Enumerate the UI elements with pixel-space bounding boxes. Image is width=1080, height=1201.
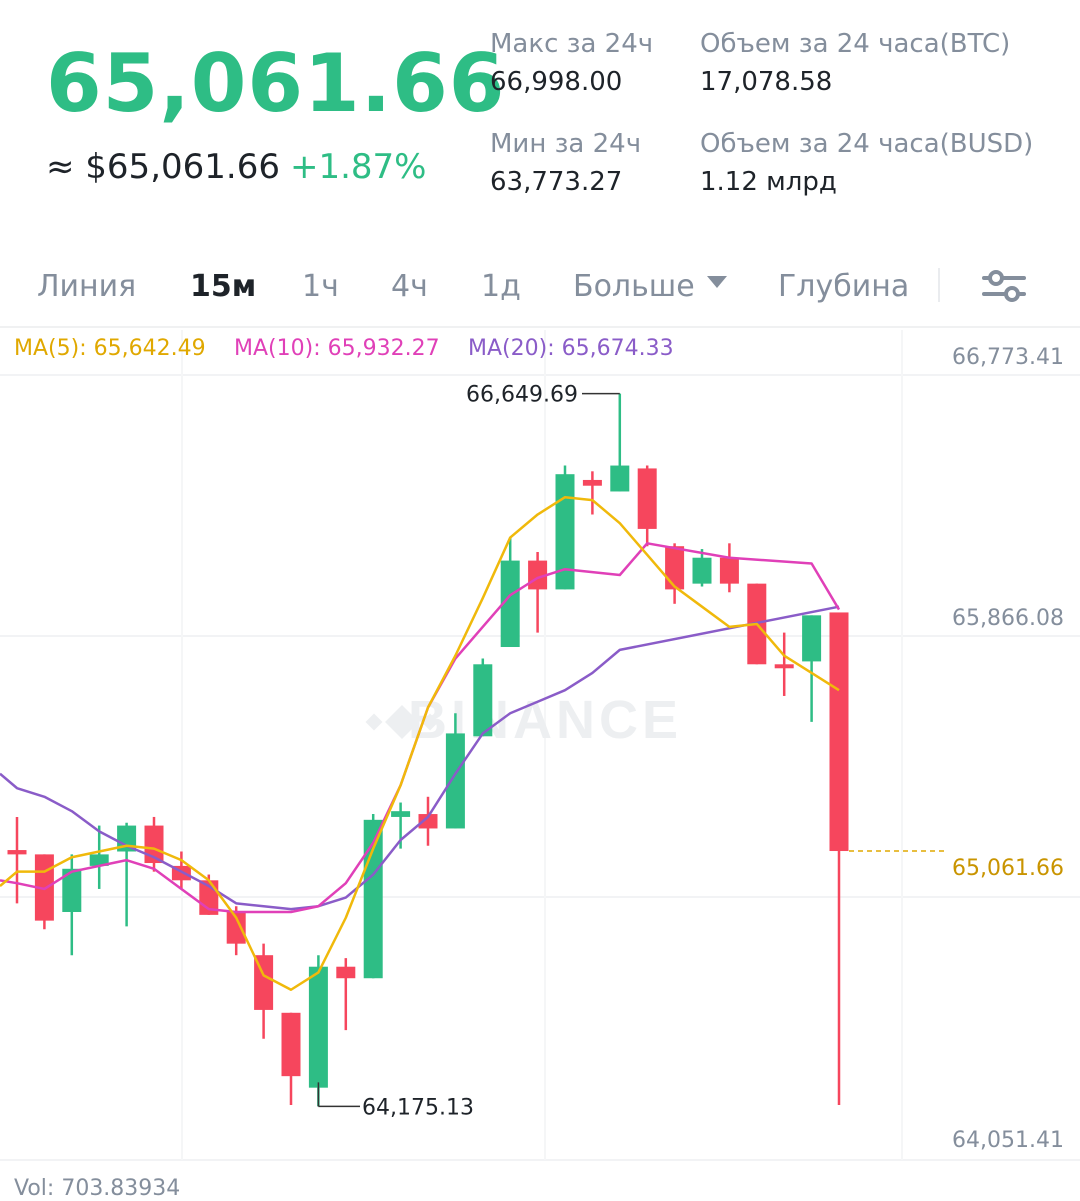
caret-down-icon — [706, 275, 727, 288]
candle-body — [445, 733, 465, 829]
candle-body — [391, 811, 411, 817]
candle — [144, 816, 164, 872]
low-annotation: 64,175.13 — [362, 1095, 474, 1120]
tab-depth[interactable]: Глубина — [778, 269, 910, 304]
high-24h-value: 66,998.00 — [490, 67, 623, 97]
candle — [582, 471, 602, 515]
header-divider — [0, 326, 1080, 328]
candle — [500, 537, 520, 648]
price-axis-bottom: 64,051.41 — [952, 1128, 1064, 1153]
candle — [829, 612, 849, 1105]
chart-grid — [0, 330, 1080, 1161]
candle-body — [774, 664, 794, 669]
tab-divider — [938, 268, 940, 302]
tab-1d[interactable]: 1д — [481, 269, 521, 304]
candle — [308, 955, 328, 1107]
ma5-line — [0, 495, 840, 992]
candle — [473, 658, 493, 737]
candle — [34, 854, 54, 930]
candle-body — [281, 1012, 301, 1077]
volume-readout: Vol: 703.83934 — [14, 1176, 181, 1201]
candle-body — [665, 546, 685, 590]
candle — [719, 543, 739, 593]
volume-busd-value: 1.12 млрд — [700, 167, 837, 197]
candle — [117, 822, 137, 927]
candle — [418, 796, 438, 846]
candle-body — [418, 814, 438, 829]
candle — [802, 615, 822, 722]
volume-btc-value: 17,078.58 — [700, 67, 833, 97]
candle-body — [144, 825, 164, 864]
candle-body — [473, 664, 493, 737]
tab-more-label: Больше — [573, 269, 695, 304]
price-subline: ≈ $65,061.66 +1.87% — [46, 150, 426, 184]
candle-body — [582, 479, 602, 486]
candle — [637, 465, 657, 547]
volume-btc-label: Объем за 24 часа(BTC) — [700, 29, 1011, 59]
low-24h-label: Мин за 24ч — [490, 129, 642, 159]
price-axis-mid: 65,866.08 — [952, 606, 1064, 631]
tab-4h[interactable]: 4ч — [391, 269, 428, 304]
ma10-line — [0, 542, 841, 914]
candle — [281, 1012, 301, 1105]
candle — [445, 713, 465, 829]
candle-body — [719, 557, 739, 584]
candle — [363, 814, 383, 979]
sliders-icon[interactable] — [980, 268, 1028, 304]
candle — [774, 632, 794, 696]
low-24h-value: 63,773.27 — [490, 167, 623, 197]
change-percent: +1.87% — [289, 147, 427, 187]
candle-body — [829, 612, 849, 852]
tab-15m[interactable]: 15м — [190, 269, 257, 304]
high-24h-label: Макс за 24ч — [490, 29, 654, 59]
candle-body — [637, 468, 657, 529]
ma10-legend: MA(10): 65,932.27 — [234, 336, 440, 361]
candle — [7, 816, 27, 904]
candle-body — [692, 557, 712, 584]
interval-tabs: Линия 15м 1ч 4ч 1д Больше Глубина — [0, 260, 1080, 320]
price-axis-top: 66,773.41 — [952, 345, 1064, 370]
candles — [7, 393, 849, 1107]
candle — [226, 906, 246, 956]
candle-body — [226, 911, 246, 944]
candle-body — [308, 966, 328, 1088]
volume-busd-label: Объем за 24 часа(BUSD) — [700, 129, 1034, 159]
candle-body — [802, 615, 822, 662]
candle — [665, 543, 685, 604]
ma5-legend: MA(5): 65,642.49 — [14, 336, 206, 361]
candle — [254, 943, 274, 1039]
candle-body — [89, 854, 109, 866]
candle — [610, 393, 630, 492]
last-price-tag: 65,061.66 — [952, 856, 1064, 881]
annotations: 66,649.69 64,175.13 — [317, 383, 620, 1120]
candle-body — [500, 560, 520, 648]
candle — [692, 549, 712, 587]
candle-body — [62, 868, 82, 912]
candle-body — [254, 955, 274, 1010]
candle — [89, 825, 109, 889]
tab-more[interactable]: Больше — [573, 272, 727, 302]
candle-body — [7, 850, 27, 855]
last-price: 65,061.66 — [46, 37, 506, 130]
ma20-legend: MA(20): 65,674.33 — [468, 336, 674, 361]
candle — [336, 958, 356, 1031]
candle-body — [610, 465, 630, 492]
tab-1h[interactable]: 1ч — [302, 269, 339, 304]
high-annotation: 66,649.69 — [466, 383, 578, 408]
tab-line[interactable]: Линия — [37, 269, 137, 304]
candle-body — [336, 966, 356, 979]
candle-body — [555, 474, 575, 590]
ma-lines — [0, 495, 841, 992]
usd-price: ≈ $65,061.66 — [46, 147, 280, 187]
